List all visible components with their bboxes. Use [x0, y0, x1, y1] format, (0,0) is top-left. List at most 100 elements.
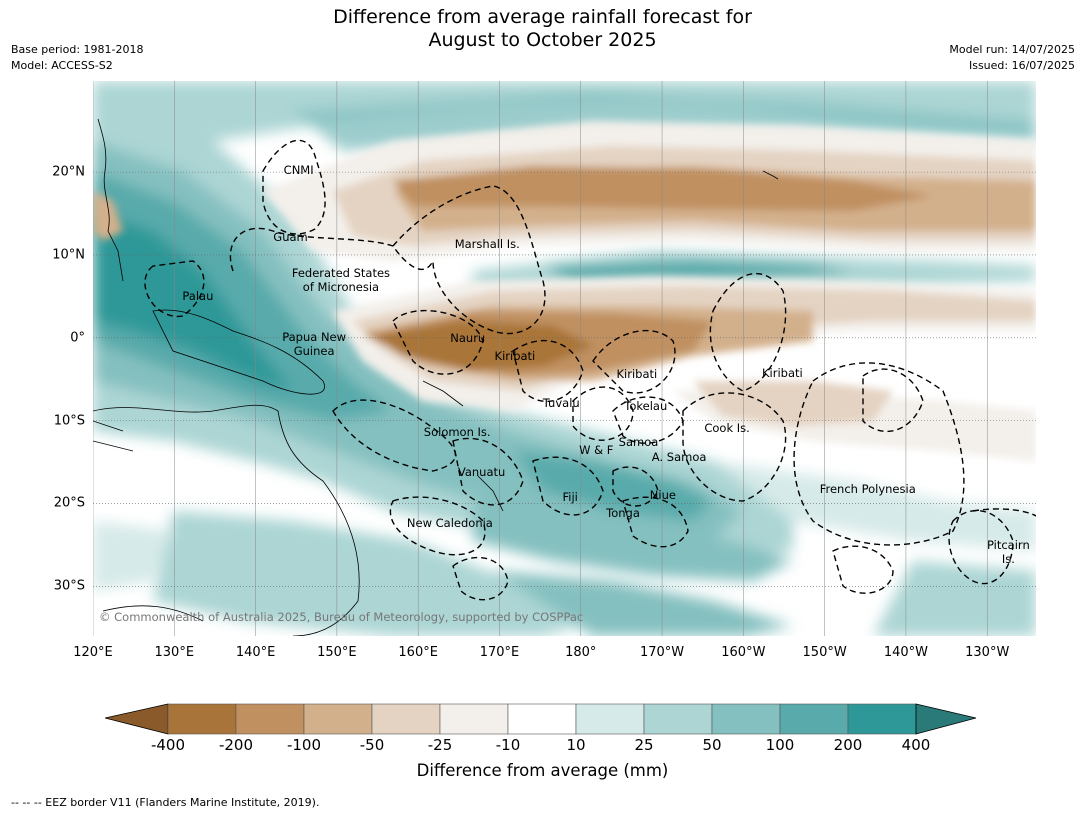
tonga-eez [622, 496, 689, 548]
pitcairn-east-eez [972, 508, 1036, 517]
marshall-eez [392, 185, 546, 335]
place-label: Vanuatu [457, 464, 506, 479]
place-label: French Polynesia [819, 482, 916, 497]
lon-tick-label: 160°W [721, 645, 766, 660]
place-label: Kiribati [762, 365, 803, 380]
colorbar-tick-label: 10 [566, 736, 586, 754]
colorbar-tick-label: -50 [359, 736, 385, 754]
lon-tick-label: 180° [565, 645, 597, 660]
new-guinea-coast [152, 309, 325, 395]
place-label: of Micronesia [302, 280, 380, 295]
colorbar-segment [711, 703, 781, 735]
colorbar-segment [575, 703, 645, 735]
colorbar-tick-label: 400 [901, 736, 931, 754]
place-label: Kiribati [616, 367, 658, 382]
lat-tick-label: 30°S [53, 578, 85, 594]
place-label: Guam [273, 229, 308, 244]
colorbar-tick-label: 200 [833, 736, 863, 754]
marquesas-eez [862, 368, 924, 432]
austral-eez [832, 545, 894, 594]
place-label: Marshall Is. [454, 237, 520, 252]
australia-north-coast [93, 420, 134, 452]
colorbar-tick-label: -25 [427, 736, 453, 754]
new-caledonia-eez [389, 496, 486, 556]
lon-tick-label: 130°W [965, 645, 1010, 660]
place-label: Tuvalu [542, 396, 580, 411]
place-label: A. Samoa [651, 450, 707, 465]
lon-tick-label: 170°W [639, 645, 685, 660]
lat-tick-label: 20°N [52, 164, 85, 180]
cnmi-eez [262, 139, 326, 235]
graticule [93, 81, 1036, 636]
hawaii-coast [762, 170, 779, 180]
eez-footnote: -- -- -- EEZ border V11 (Flanders Marine… [11, 796, 320, 809]
issued-date: Issued: 16/07/2025 [968, 59, 1075, 72]
samoa-eez [612, 466, 659, 507]
colorbar-segment [167, 703, 237, 735]
place-label: Solomon Is. [423, 425, 491, 440]
place-label: Papua New [282, 329, 347, 344]
colorbar-tick-label: 50 [702, 736, 722, 754]
colorbar-tick-label: 25 [634, 736, 654, 754]
base-info: Base period: 1981-2018 Model: ACCESS-S2 [11, 42, 143, 74]
tuvalu-eez [572, 386, 634, 441]
lat-tick-label: 10°N [52, 247, 85, 263]
colorbar-extend-low [105, 703, 169, 735]
place-label: Tokelau [624, 398, 668, 413]
base-period: Base period: 1981-2018 [11, 43, 144, 56]
place-label: Samoa [618, 435, 659, 450]
lon-tick-label: 140°E [235, 645, 276, 660]
lon-tick-label: 170°E [479, 645, 520, 660]
lon-tick-label: 150°W [802, 645, 847, 660]
colorbar-tick-label: -100 [286, 736, 322, 754]
eez-borders [144, 139, 1036, 601]
colorbar-segment [303, 703, 373, 735]
title-line-1: Difference from average rainfall forecas… [333, 6, 752, 28]
colorbar-segment [779, 703, 849, 735]
micronesia-eez [229, 227, 434, 272]
pitcairn-eez [948, 510, 1014, 585]
colorbar-segment [371, 703, 441, 735]
copyright-notice: © Commonwealth of Australia 2025, Bureau… [99, 610, 584, 624]
map-title: Difference from average rainfall forecas… [0, 6, 1085, 52]
norfolk-eez [452, 556, 509, 601]
kiribati-east-eez [709, 272, 787, 392]
lat-tick-label: 10°S [53, 413, 85, 429]
place-label: Cook Is. [704, 421, 750, 436]
place-label: Tonga [606, 505, 640, 520]
place-label: Palau [182, 288, 214, 303]
colorbar-tick-label: 100 [765, 736, 795, 754]
place-label: Fiji [562, 489, 578, 504]
lon-tick-label: 130°E [154, 645, 195, 660]
australia-south-coast [102, 605, 204, 622]
rainfall-map [93, 81, 1036, 636]
lon-tick-label: 120°E [73, 645, 113, 660]
place-label: Federated States [291, 266, 391, 281]
place-label: Kiribati [494, 349, 536, 363]
solomon-islands-coast [422, 380, 464, 407]
philippines-coast [97, 118, 124, 282]
lon-tick-label: 140°W [883, 645, 929, 660]
place-label: New Caledonia [406, 515, 493, 530]
place-label: W & F [579, 443, 614, 458]
title-line-2: August to October 2025 [428, 29, 657, 51]
nauru-eez [392, 309, 484, 375]
colorbar-segment [235, 703, 305, 735]
place-label: Is. [1001, 551, 1015, 566]
colorbar-segment [643, 703, 713, 735]
fiji-eez [532, 456, 604, 516]
run-info: Model run: 14/07/2025 Issued: 16/07/2025 [949, 42, 1075, 74]
colorbar-segment [847, 703, 917, 735]
colorbar-extend-high [915, 703, 977, 735]
dry-anomaly-layer [93, 121, 1036, 461]
palau-eez [144, 260, 205, 318]
colorbar-tick-label: -400 [150, 736, 186, 754]
map-canvas [93, 81, 1036, 636]
colorbar-segment [439, 703, 509, 735]
lat-tick-label: 20°S [53, 495, 85, 511]
colorbar [105, 703, 977, 735]
model-name: Model: ACCESS-S2 [11, 59, 113, 72]
place-label: CNMI [283, 163, 314, 178]
colorbar-title: Difference from average (mm) [416, 761, 669, 780]
place-label: Guinea [293, 344, 335, 359]
